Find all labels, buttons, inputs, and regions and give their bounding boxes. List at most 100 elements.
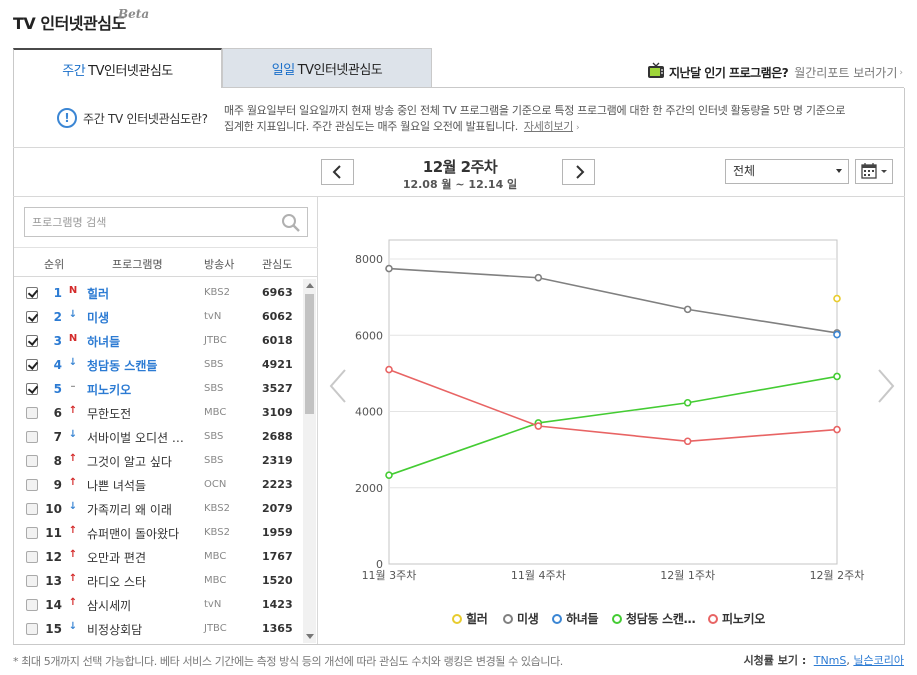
plot-area bbox=[388, 239, 838, 565]
row-checkbox[interactable] bbox=[26, 287, 38, 299]
program-search-input[interactable] bbox=[32, 214, 272, 230]
row-program-name[interactable]: 삼시세끼 bbox=[87, 599, 132, 613]
ranking-row[interactable]: 2 ↓ 미생 tvN 6062 bbox=[14, 305, 304, 329]
ranking-row[interactable]: 5– 피노키오 SBS 3527 bbox=[14, 377, 304, 401]
ratings-link-tnms[interactable]: TNmS bbox=[813, 654, 847, 667]
row-checkbox[interactable] bbox=[26, 527, 38, 539]
arrow-up-icon: ↑ bbox=[68, 573, 78, 584]
row-program-name[interactable]: 무한도전 bbox=[87, 407, 132, 421]
row-program-name[interactable]: 서바이벌 오디션 … bbox=[87, 431, 184, 445]
data-point[interactable] bbox=[385, 471, 393, 479]
row-checkbox[interactable] bbox=[26, 383, 38, 395]
data-point[interactable] bbox=[683, 398, 692, 407]
row-broadcaster: tvN bbox=[204, 311, 222, 322]
arrow-up-icon: ↑ bbox=[68, 477, 78, 488]
row-program-name[interactable]: 나쁜 녀석들 bbox=[87, 479, 147, 493]
next-week-button[interactable] bbox=[562, 159, 595, 185]
ranking-row[interactable]: 1 N 힐러 KBS2 6963 bbox=[14, 281, 304, 305]
scroll-thumb[interactable] bbox=[305, 294, 314, 414]
data-point[interactable] bbox=[833, 372, 841, 381]
row-checkbox[interactable] bbox=[26, 455, 38, 467]
data-point[interactable] bbox=[833, 330, 841, 339]
row-checkbox[interactable] bbox=[26, 407, 38, 419]
data-point[interactable] bbox=[385, 264, 393, 273]
ranking-row[interactable]: 13 ↑ 라디오 스타 MBC 1520 bbox=[14, 569, 304, 593]
ranking-row[interactable]: 7 ↓ 서바이벌 오디션 … SBS 2688 bbox=[14, 425, 304, 449]
interest-line-chart: 0 2000 4000 6000 8000 11월 3주차 11월 4주차 12월 1주차 1… bbox=[329, 239, 895, 582]
scroll-down-icon[interactable] bbox=[306, 634, 314, 639]
row-checkbox[interactable] bbox=[26, 599, 38, 611]
data-point[interactable] bbox=[534, 273, 543, 282]
data-point[interactable] bbox=[385, 365, 393, 374]
row-score: 2223 bbox=[262, 478, 293, 491]
row-score: 6963 bbox=[262, 286, 293, 299]
row-program-name[interactable]: 그것이 알고 싶다 bbox=[87, 455, 172, 469]
ranking-row[interactable]: 4 ↓ 청담동 스캔들 SBS 4921 bbox=[14, 353, 304, 377]
row-checkbox[interactable] bbox=[26, 503, 38, 515]
legend-item[interactable]: 청담동 스캔… bbox=[612, 610, 696, 627]
data-point[interactable] bbox=[683, 305, 692, 314]
ranking-row[interactable]: 11 ↑ 슈퍼맨이 돌아왔다 KBS2 1959 bbox=[14, 521, 304, 545]
row-program-name[interactable]: 힐러 bbox=[87, 287, 110, 301]
row-checkbox[interactable] bbox=[26, 623, 38, 635]
monthly-report-link[interactable]: 월간리포트 보러가기 bbox=[794, 66, 898, 80]
ranking-row[interactable]: 14 ↑ 삼시세끼 tvN 1423 bbox=[14, 593, 304, 617]
prev-week-button[interactable] bbox=[321, 159, 354, 185]
ranking-row[interactable]: 3 N 하녀들 JTBC 6018 bbox=[14, 329, 304, 353]
legend-item[interactable]: 하녀들 bbox=[552, 610, 599, 627]
ranking-row[interactable]: 8 ↑ 그것이 알고 싶다 SBS 2319 bbox=[14, 449, 304, 473]
more-details-link[interactable]: 자세히보기 bbox=[523, 120, 574, 133]
caret-down-icon bbox=[836, 169, 842, 173]
row-checkbox[interactable] bbox=[26, 311, 38, 323]
chart-next-arrow-icon[interactable] bbox=[878, 369, 895, 403]
calendar-button[interactable] bbox=[855, 159, 893, 184]
ratings-link-nielsen[interactable]: 닐슨코리아 bbox=[853, 654, 904, 667]
last-month-question: 지난달 인기 프로그램은? bbox=[668, 66, 789, 80]
ranking-row[interactable]: 10 ↓ 가족끼리 왜 이래 KBS2 2079 bbox=[14, 497, 304, 521]
row-checkbox[interactable] bbox=[26, 431, 38, 443]
row-broadcaster: JTBC bbox=[204, 623, 227, 634]
row-program-name[interactable]: 라디오 스타 bbox=[87, 575, 147, 589]
chart-prev-arrow-icon[interactable] bbox=[329, 369, 346, 403]
row-program-name[interactable]: 청담동 스캔들 bbox=[87, 359, 158, 373]
row-checkbox[interactable] bbox=[26, 575, 38, 587]
legend-item[interactable]: 힐러 bbox=[452, 610, 488, 627]
row-program-name[interactable]: 비정상회담 bbox=[87, 623, 143, 637]
ranking-row[interactable]: 9 ↑ 나쁜 녀석들 OCN 2223 bbox=[14, 473, 304, 497]
data-point[interactable] bbox=[534, 422, 543, 430]
data-point[interactable] bbox=[683, 437, 692, 446]
row-score: 1423 bbox=[262, 598, 293, 611]
tab-weekly[interactable]: 주간 TV인터넷관심도 bbox=[13, 48, 222, 88]
series-line bbox=[388, 368, 838, 443]
ranking-scrollbar[interactable] bbox=[303, 279, 316, 643]
data-point[interactable] bbox=[833, 294, 841, 303]
ranking-row[interactable]: 12 ↑ 오만과 편견 MBC 1767 bbox=[14, 545, 304, 569]
row-checkbox[interactable] bbox=[26, 359, 38, 371]
tab-daily[interactable]: 일일 TV인터넷관심도 bbox=[222, 48, 432, 88]
series-line bbox=[388, 267, 838, 334]
legend-item[interactable]: 미생 bbox=[503, 610, 539, 627]
row-program-name[interactable]: 피노키오 bbox=[87, 383, 132, 397]
arrow-up-icon: ↑ bbox=[68, 405, 78, 416]
ranking-row[interactable]: 15 ↓ 비정상회담 JTBC 1365 bbox=[14, 617, 304, 641]
scroll-up-icon[interactable] bbox=[306, 283, 314, 288]
row-program-name[interactable]: 하녀들 bbox=[87, 335, 121, 349]
arrow-up-icon: ↑ bbox=[68, 525, 78, 536]
row-checkbox[interactable] bbox=[26, 479, 38, 491]
legend-item[interactable]: 피노키오 bbox=[708, 610, 765, 627]
ratings-separator: , bbox=[846, 654, 854, 667]
category-select[interactable]: 전체 bbox=[725, 159, 849, 184]
row-rank: 5 bbox=[53, 382, 62, 396]
search-icon[interactable] bbox=[281, 213, 301, 233]
header-broadcaster: 방송사 bbox=[204, 258, 235, 271]
row-program-name[interactable]: 미생 bbox=[87, 311, 110, 325]
row-checkbox[interactable] bbox=[26, 335, 38, 347]
data-point[interactable] bbox=[833, 425, 841, 434]
legend-swatch bbox=[452, 613, 462, 624]
row-rank: 10 bbox=[45, 502, 62, 516]
ranking-row[interactable]: 6 ↑ 무한도전 MBC 3109 bbox=[14, 401, 304, 425]
row-checkbox[interactable] bbox=[26, 551, 38, 563]
row-program-name[interactable]: 가족끼리 왜 이래 bbox=[87, 503, 172, 517]
row-program-name[interactable]: 슈퍼맨이 돌아왔다 bbox=[87, 527, 180, 541]
row-program-name[interactable]: 오만과 편견 bbox=[87, 551, 147, 565]
